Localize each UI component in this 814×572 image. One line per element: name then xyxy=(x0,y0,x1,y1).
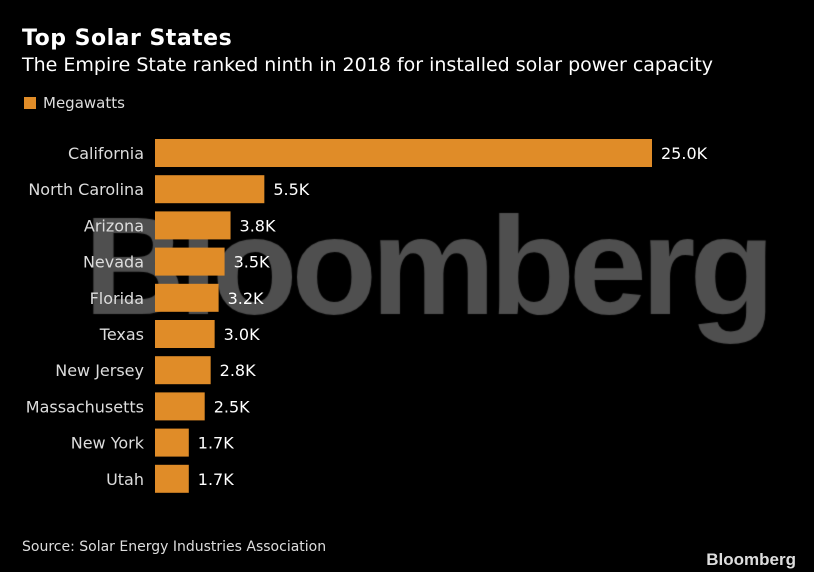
bar-arizona xyxy=(155,211,231,240)
category-label: California xyxy=(68,144,144,163)
category-label: Florida xyxy=(90,289,144,308)
data-label: 3.0K xyxy=(224,325,260,344)
bar-texas xyxy=(155,320,215,348)
data-label: 25.0K xyxy=(661,144,708,163)
category-label: New Jersey xyxy=(55,361,144,380)
data-label: 5.5K xyxy=(273,180,309,199)
category-label: Arizona xyxy=(84,216,144,235)
category-label: North Carolina xyxy=(28,180,144,199)
category-label: Nevada xyxy=(83,253,144,272)
data-label: 1.7K xyxy=(198,434,234,453)
data-label: 1.7K xyxy=(198,470,234,489)
category-label: Texas xyxy=(99,325,144,344)
bloomberg-logo: Bloomberg xyxy=(706,550,796,569)
data-label: 3.8K xyxy=(240,216,276,235)
bar-utah xyxy=(155,464,189,493)
data-label: 3.2K xyxy=(228,289,264,308)
source-note: Source: Solar Energy Industries Associat… xyxy=(22,539,327,555)
data-label: 3.5K xyxy=(234,253,270,272)
category-label: Massachusetts xyxy=(26,397,144,416)
bar-massachusetts xyxy=(155,392,205,421)
data-label: 2.5K xyxy=(214,397,250,416)
category-label: Utah xyxy=(106,470,144,489)
bar-new-york xyxy=(155,428,189,457)
category-label: New York xyxy=(71,434,145,453)
bar-nevada xyxy=(155,247,225,276)
data-label: 2.8K xyxy=(220,361,256,380)
bar-new-jersey xyxy=(155,356,211,385)
bar-north-carolina xyxy=(155,175,265,204)
bar-california xyxy=(155,139,652,167)
bar-florida xyxy=(155,283,219,312)
